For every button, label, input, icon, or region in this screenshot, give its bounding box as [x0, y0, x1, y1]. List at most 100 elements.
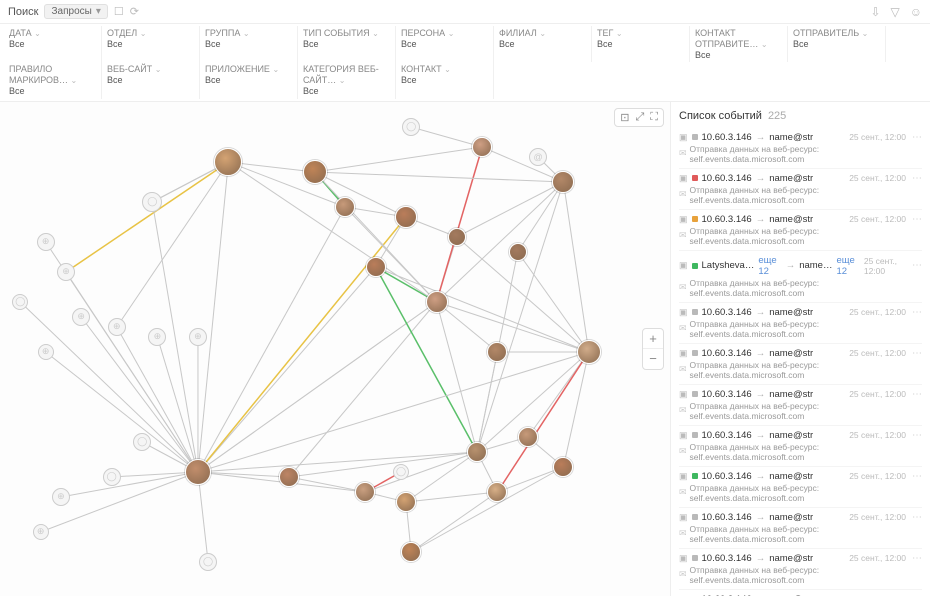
filter-value: Все [597, 39, 684, 50]
graph-node-icon[interactable]: ⊕ [108, 318, 126, 336]
graph-node-avatar[interactable] [448, 228, 466, 246]
event-item[interactable]: ▣Latysheva… еще 12 → name… еще 1225 сент… [679, 251, 922, 303]
event-item[interactable]: ▣10.60.3.146 → name@str25 сент., 12:00⋯✉… [679, 549, 922, 590]
graph-node-icon[interactable]: ◯ [393, 464, 409, 480]
graph-node-avatar[interactable] [401, 542, 421, 562]
filter-отправитель[interactable]: ОТПРАВИТЕЛЬ ⌄Все [788, 26, 886, 62]
event-menu-icon[interactable]: ⋯ [912, 214, 922, 225]
graph-node-icon[interactable]: ⊕ [52, 488, 70, 506]
graph-node-icon[interactable]: ⊕ [148, 328, 166, 346]
graph-node-icon[interactable]: ◯ [103, 468, 121, 486]
bookmark-icon[interactable]: ☐ [114, 5, 124, 18]
event-item[interactable]: ▣10.60.3.146 → name@str25 сент., 12:00⋯✉… [679, 169, 922, 210]
network-graph[interactable]: ⊡ ⤢ ⛶ + − ◯@◯⊕⊕◯⊕⊕⊕⊕⊕◯◯⊕⊕◯◯ [0, 102, 670, 596]
graph-node-avatar[interactable] [426, 291, 448, 313]
graph-node-avatar[interactable] [509, 243, 527, 261]
filter-веб-сайт[interactable]: ВЕБ-САЙТ ⌄Все [102, 62, 200, 98]
graph-node-avatar[interactable] [553, 457, 573, 477]
zoom-in-button[interactable]: + [643, 329, 663, 349]
event-item[interactable]: ▣10.60.3.146 → name@str25 сент., 12:00⋯✉… [679, 128, 922, 169]
event-menu-icon[interactable]: ⋯ [912, 471, 922, 482]
event-item[interactable]: ▣10.60.3.146 → name@str25 сент., 12:00⋯✉… [679, 210, 922, 251]
graph-node-icon[interactable]: ◯ [12, 294, 28, 310]
filter-правило-маркиров-[interactable]: ПРАВИЛО МАРКИРОВ… ⌄Все [4, 62, 102, 98]
graph-node-icon[interactable]: ⊕ [189, 328, 207, 346]
select-icon[interactable]: ⊡ [620, 111, 629, 124]
event-item[interactable]: ▣10.60.3.146 → name@str25 сент., 12:00⋯✉… [679, 508, 922, 549]
graph-node-avatar[interactable] [279, 467, 299, 487]
graph-node-icon[interactable]: @ [529, 148, 547, 166]
filter-контакт-отправите-[interactable]: КОНТАКТ ОТПРАВИТЕ… ⌄Все [690, 26, 788, 62]
event-menu-icon[interactable]: ⋯ [912, 512, 922, 523]
event-menu-icon[interactable]: ⋯ [912, 260, 922, 271]
filter-тег[interactable]: ТЕГ ⌄Все [592, 26, 690, 62]
filter-категория-веб-сайт-[interactable]: КАТЕГОРИЯ ВЕБ-САЙТ… ⌄Все [298, 62, 396, 98]
arrow-icon: → [756, 173, 766, 184]
expand-icon[interactable]: ⤢ [635, 111, 644, 124]
graph-node-avatar[interactable] [467, 442, 487, 462]
graph-node-icon[interactable]: ◯ [402, 118, 420, 136]
event-menu-icon[interactable]: ⋯ [912, 553, 922, 564]
event-item[interactable]: ▣10.60.3.146 → name@str25 сент., 12:00⋯✉… [679, 344, 922, 385]
refresh-icon[interactable]: ⟳ [130, 5, 139, 18]
filter-тип-события[interactable]: ТИП СОБЫТИЯ ⌄Все [298, 26, 396, 62]
graph-node-icon[interactable]: ⊕ [37, 233, 55, 251]
chip-dropdown-icon[interactable]: ▾ [96, 6, 101, 17]
user-icon[interactable]: ☺ [910, 5, 922, 19]
graph-node-avatar[interactable] [395, 206, 417, 228]
download-icon[interactable]: ⇩ [870, 5, 880, 19]
filter-value: Все [107, 75, 194, 86]
event-item[interactable]: ▣10.60.3.146 → name@str25 сент., 12:00⋯✉… [679, 385, 922, 426]
event-dest: name@str [769, 348, 813, 359]
zoom-out-button[interactable]: − [643, 349, 663, 369]
filter-контакт[interactable]: КОНТАКТ ⌄Все [396, 62, 494, 98]
filter-icon[interactable]: ▽ [891, 5, 900, 19]
event-menu-icon[interactable]: ⋯ [912, 430, 922, 441]
event-type-icon: ▣ [679, 348, 688, 359]
graph-node-avatar[interactable] [472, 137, 492, 157]
graph-node-avatar[interactable] [518, 427, 538, 447]
graph-node-avatar[interactable] [214, 148, 242, 176]
graph-node-avatar[interactable] [366, 257, 386, 277]
filter-отдел[interactable]: ОТДЕЛ ⌄Все [102, 26, 200, 62]
graph-node-avatar[interactable] [335, 197, 355, 217]
graph-node-avatar[interactable] [487, 342, 507, 362]
filter-label: ОТПРАВИТЕЛЬ [793, 28, 859, 38]
event-menu-icon[interactable]: ⋯ [912, 307, 922, 318]
event-menu-icon[interactable]: ⋯ [912, 594, 922, 596]
graph-node-icon[interactable]: ◯ [142, 192, 162, 212]
query-chip[interactable]: Запросы ▾ [44, 4, 107, 19]
event-more-dst[interactable]: еще 12 [836, 255, 859, 277]
filter-персона[interactable]: ПЕРСОНА ⌄Все [396, 26, 494, 62]
graph-node-avatar[interactable] [355, 482, 375, 502]
graph-node-icon[interactable]: ⊕ [33, 524, 49, 540]
filter-группа[interactable]: ГРУППА ⌄Все [200, 26, 298, 62]
event-more-src[interactable]: еще 12 [758, 255, 781, 277]
graph-node-avatar[interactable] [577, 340, 601, 364]
filter-дата[interactable]: ДАТА ⌄Все [4, 26, 102, 62]
event-menu-icon[interactable]: ⋯ [912, 173, 922, 184]
event-item[interactable]: ▣10.60.3.146 → name@str25 сент., 12:00⋯✉… [679, 303, 922, 344]
graph-edge [198, 472, 289, 477]
event-item[interactable]: ▣10.60.3.146 → name@str25 сент., 12:00⋯✉… [679, 467, 922, 508]
envelope-icon: ✉ [679, 405, 687, 416]
graph-node-avatar[interactable] [396, 492, 416, 512]
filter-филиал[interactable]: ФИЛИАЛ ⌄Все [494, 26, 592, 62]
graph-node-icon[interactable]: ◯ [199, 553, 217, 571]
fullscreen-icon[interactable]: ⛶ [650, 111, 658, 124]
graph-node-icon[interactable]: ⊕ [38, 344, 54, 360]
event-item[interactable]: ▣10.60.3.146 → name@str25 сент., 12:00⋯✉… [679, 426, 922, 467]
graph-node-icon[interactable]: ⊕ [57, 263, 75, 281]
graph-node-icon[interactable]: ⊕ [72, 308, 90, 326]
graph-node-avatar[interactable] [185, 459, 211, 485]
filter-приложение[interactable]: ПРИЛОЖЕНИЕ ⌄Все [200, 62, 298, 98]
graph-node-icon[interactable]: ◯ [133, 433, 151, 451]
filter-value: Все [499, 39, 586, 50]
graph-node-avatar[interactable] [303, 160, 327, 184]
event-item[interactable]: ▣10.60.3.146 → name@str25 сент., 12:00⋯✉… [679, 590, 922, 596]
event-menu-icon[interactable]: ⋯ [912, 389, 922, 400]
event-menu-icon[interactable]: ⋯ [912, 348, 922, 359]
event-menu-icon[interactable]: ⋯ [912, 132, 922, 143]
graph-node-avatar[interactable] [487, 482, 507, 502]
graph-node-avatar[interactable] [552, 171, 574, 193]
